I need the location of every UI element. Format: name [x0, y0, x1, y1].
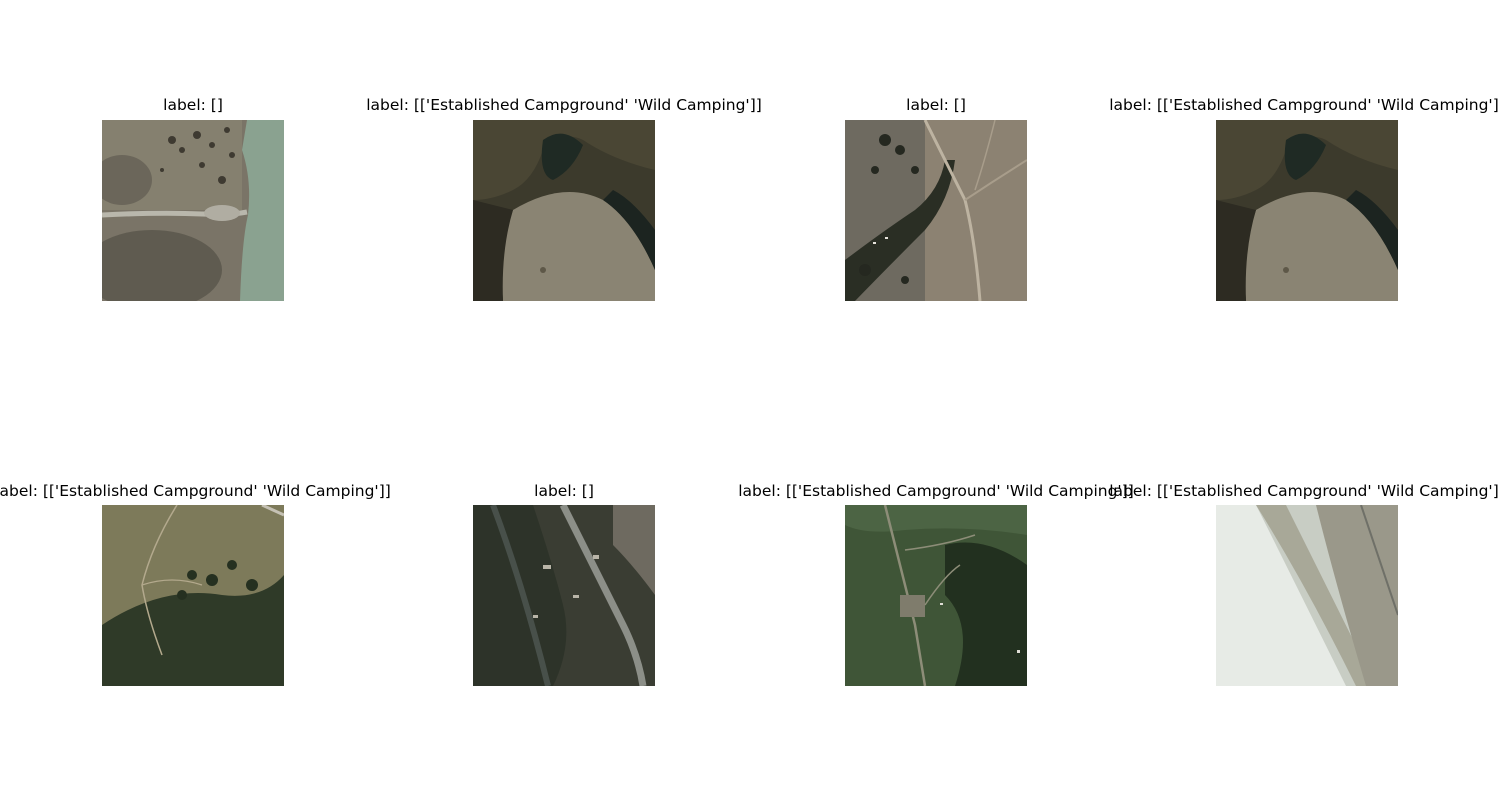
satellite-thumbnail — [473, 120, 655, 301]
panel-title: label: [['Established Campground' 'Wild … — [366, 98, 762, 114]
satellite-dry-valley-creek-road-image — [845, 120, 1027, 301]
panel-title: label: [['Established Campground' 'Wild … — [1109, 484, 1500, 500]
satellite-meadow-conifers-trails-image — [102, 505, 284, 686]
panel-title: label: [] — [534, 484, 594, 500]
panel-title: label: [] — [906, 98, 966, 114]
panel-title: label: [['Established Campground' 'Wild … — [738, 484, 1134, 500]
satellite-white-sand-river-image — [1216, 505, 1398, 686]
satellite-thumbnail — [1216, 505, 1398, 686]
satellite-thumbnail — [845, 505, 1027, 686]
panel-title: label: [['Established Campground' 'Wild … — [1109, 98, 1500, 114]
satellite-thumbnail — [1216, 120, 1398, 301]
panel-title: label: [['Established Campground' 'Wild … — [0, 484, 391, 500]
satellite-thumbnail — [102, 505, 284, 686]
panel-title: label: [] — [163, 98, 223, 114]
satellite-thumbnail — [473, 505, 655, 686]
satellite-thumbnail — [102, 120, 284, 301]
satellite-thumbnail — [845, 120, 1027, 301]
satellite-grassland-river-road-image — [102, 120, 284, 301]
satellite-dark-forest-meadow-image — [1216, 120, 1398, 301]
satellite-dark-forest-meadow-image — [473, 120, 655, 301]
satellite-forest-river-road-image — [473, 505, 655, 686]
satellite-green-forest-campground-image — [845, 505, 1027, 686]
